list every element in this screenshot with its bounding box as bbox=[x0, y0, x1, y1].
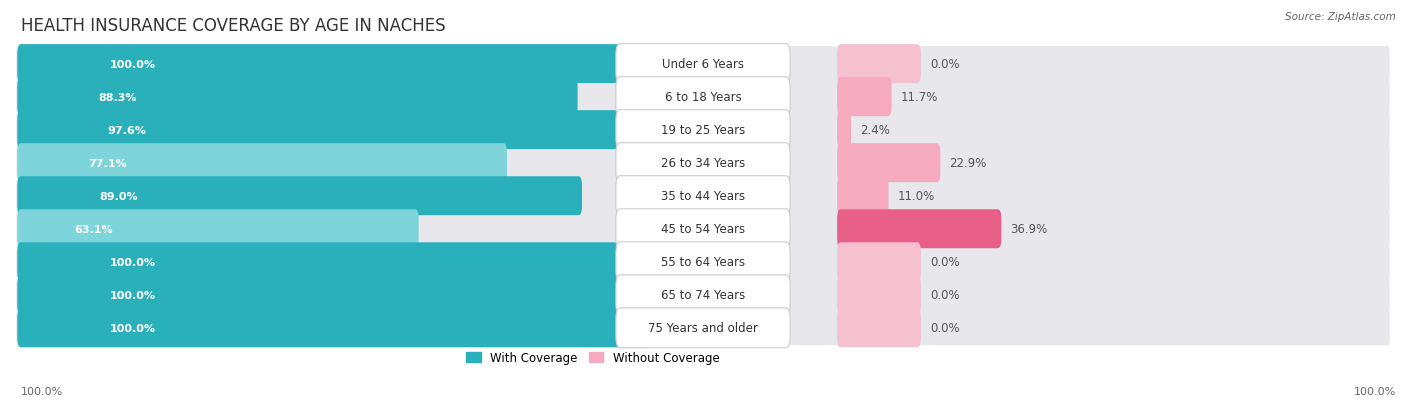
Text: 100.0%: 100.0% bbox=[110, 290, 156, 300]
FancyBboxPatch shape bbox=[17, 311, 1389, 346]
Text: 77.1%: 77.1% bbox=[89, 158, 127, 168]
FancyBboxPatch shape bbox=[17, 80, 1389, 115]
Text: 88.3%: 88.3% bbox=[98, 93, 136, 102]
FancyBboxPatch shape bbox=[837, 144, 941, 183]
FancyBboxPatch shape bbox=[17, 275, 651, 315]
Text: Source: ZipAtlas.com: Source: ZipAtlas.com bbox=[1285, 12, 1396, 22]
FancyBboxPatch shape bbox=[17, 144, 508, 183]
FancyBboxPatch shape bbox=[616, 242, 790, 282]
Text: 97.6%: 97.6% bbox=[107, 126, 146, 135]
FancyBboxPatch shape bbox=[17, 146, 1389, 181]
FancyBboxPatch shape bbox=[616, 45, 790, 84]
FancyBboxPatch shape bbox=[837, 210, 1001, 249]
Text: 11.0%: 11.0% bbox=[897, 190, 935, 203]
Text: 63.1%: 63.1% bbox=[75, 224, 114, 234]
FancyBboxPatch shape bbox=[616, 308, 790, 348]
FancyBboxPatch shape bbox=[837, 78, 891, 117]
Text: 6 to 18 Years: 6 to 18 Years bbox=[665, 91, 741, 104]
Text: 0.0%: 0.0% bbox=[929, 256, 960, 268]
Text: 0.0%: 0.0% bbox=[929, 322, 960, 335]
FancyBboxPatch shape bbox=[17, 113, 1389, 148]
FancyBboxPatch shape bbox=[17, 111, 637, 150]
Text: 22.9%: 22.9% bbox=[949, 157, 987, 170]
Text: 19 to 25 Years: 19 to 25 Years bbox=[661, 124, 745, 137]
FancyBboxPatch shape bbox=[17, 45, 651, 84]
Text: 100.0%: 100.0% bbox=[110, 59, 156, 69]
Text: 100.0%: 100.0% bbox=[21, 387, 63, 396]
Text: 35 to 44 Years: 35 to 44 Years bbox=[661, 190, 745, 203]
FancyBboxPatch shape bbox=[837, 45, 921, 84]
Text: 26 to 34 Years: 26 to 34 Years bbox=[661, 157, 745, 170]
Text: HEALTH INSURANCE COVERAGE BY AGE IN NACHES: HEALTH INSURANCE COVERAGE BY AGE IN NACH… bbox=[21, 17, 446, 34]
Text: 36.9%: 36.9% bbox=[1011, 223, 1047, 236]
FancyBboxPatch shape bbox=[17, 47, 1389, 82]
FancyBboxPatch shape bbox=[837, 275, 921, 315]
FancyBboxPatch shape bbox=[17, 243, 651, 282]
Text: 45 to 54 Years: 45 to 54 Years bbox=[661, 223, 745, 236]
FancyBboxPatch shape bbox=[837, 177, 889, 216]
FancyBboxPatch shape bbox=[17, 212, 1389, 247]
FancyBboxPatch shape bbox=[17, 78, 578, 117]
Text: 75 Years and older: 75 Years and older bbox=[648, 322, 758, 335]
FancyBboxPatch shape bbox=[616, 143, 790, 183]
FancyBboxPatch shape bbox=[616, 110, 790, 150]
FancyBboxPatch shape bbox=[17, 179, 1389, 214]
FancyBboxPatch shape bbox=[837, 111, 851, 150]
Text: 100.0%: 100.0% bbox=[110, 323, 156, 333]
Text: 11.7%: 11.7% bbox=[901, 91, 938, 104]
FancyBboxPatch shape bbox=[837, 309, 921, 347]
FancyBboxPatch shape bbox=[17, 244, 1389, 280]
FancyBboxPatch shape bbox=[837, 243, 921, 282]
Text: 100.0%: 100.0% bbox=[110, 257, 156, 267]
Text: 0.0%: 0.0% bbox=[929, 289, 960, 301]
FancyBboxPatch shape bbox=[17, 309, 651, 347]
FancyBboxPatch shape bbox=[616, 275, 790, 315]
FancyBboxPatch shape bbox=[17, 177, 582, 216]
Text: 55 to 64 Years: 55 to 64 Years bbox=[661, 256, 745, 268]
Text: 89.0%: 89.0% bbox=[100, 191, 138, 201]
FancyBboxPatch shape bbox=[17, 210, 419, 249]
FancyBboxPatch shape bbox=[616, 209, 790, 249]
Text: 2.4%: 2.4% bbox=[860, 124, 890, 137]
FancyBboxPatch shape bbox=[17, 278, 1389, 313]
FancyBboxPatch shape bbox=[616, 78, 790, 117]
FancyBboxPatch shape bbox=[616, 176, 790, 216]
Legend: With Coverage, Without Coverage: With Coverage, Without Coverage bbox=[461, 347, 724, 369]
Text: 65 to 74 Years: 65 to 74 Years bbox=[661, 289, 745, 301]
Text: 0.0%: 0.0% bbox=[929, 58, 960, 71]
Text: Under 6 Years: Under 6 Years bbox=[662, 58, 744, 71]
Text: 100.0%: 100.0% bbox=[1354, 387, 1396, 396]
